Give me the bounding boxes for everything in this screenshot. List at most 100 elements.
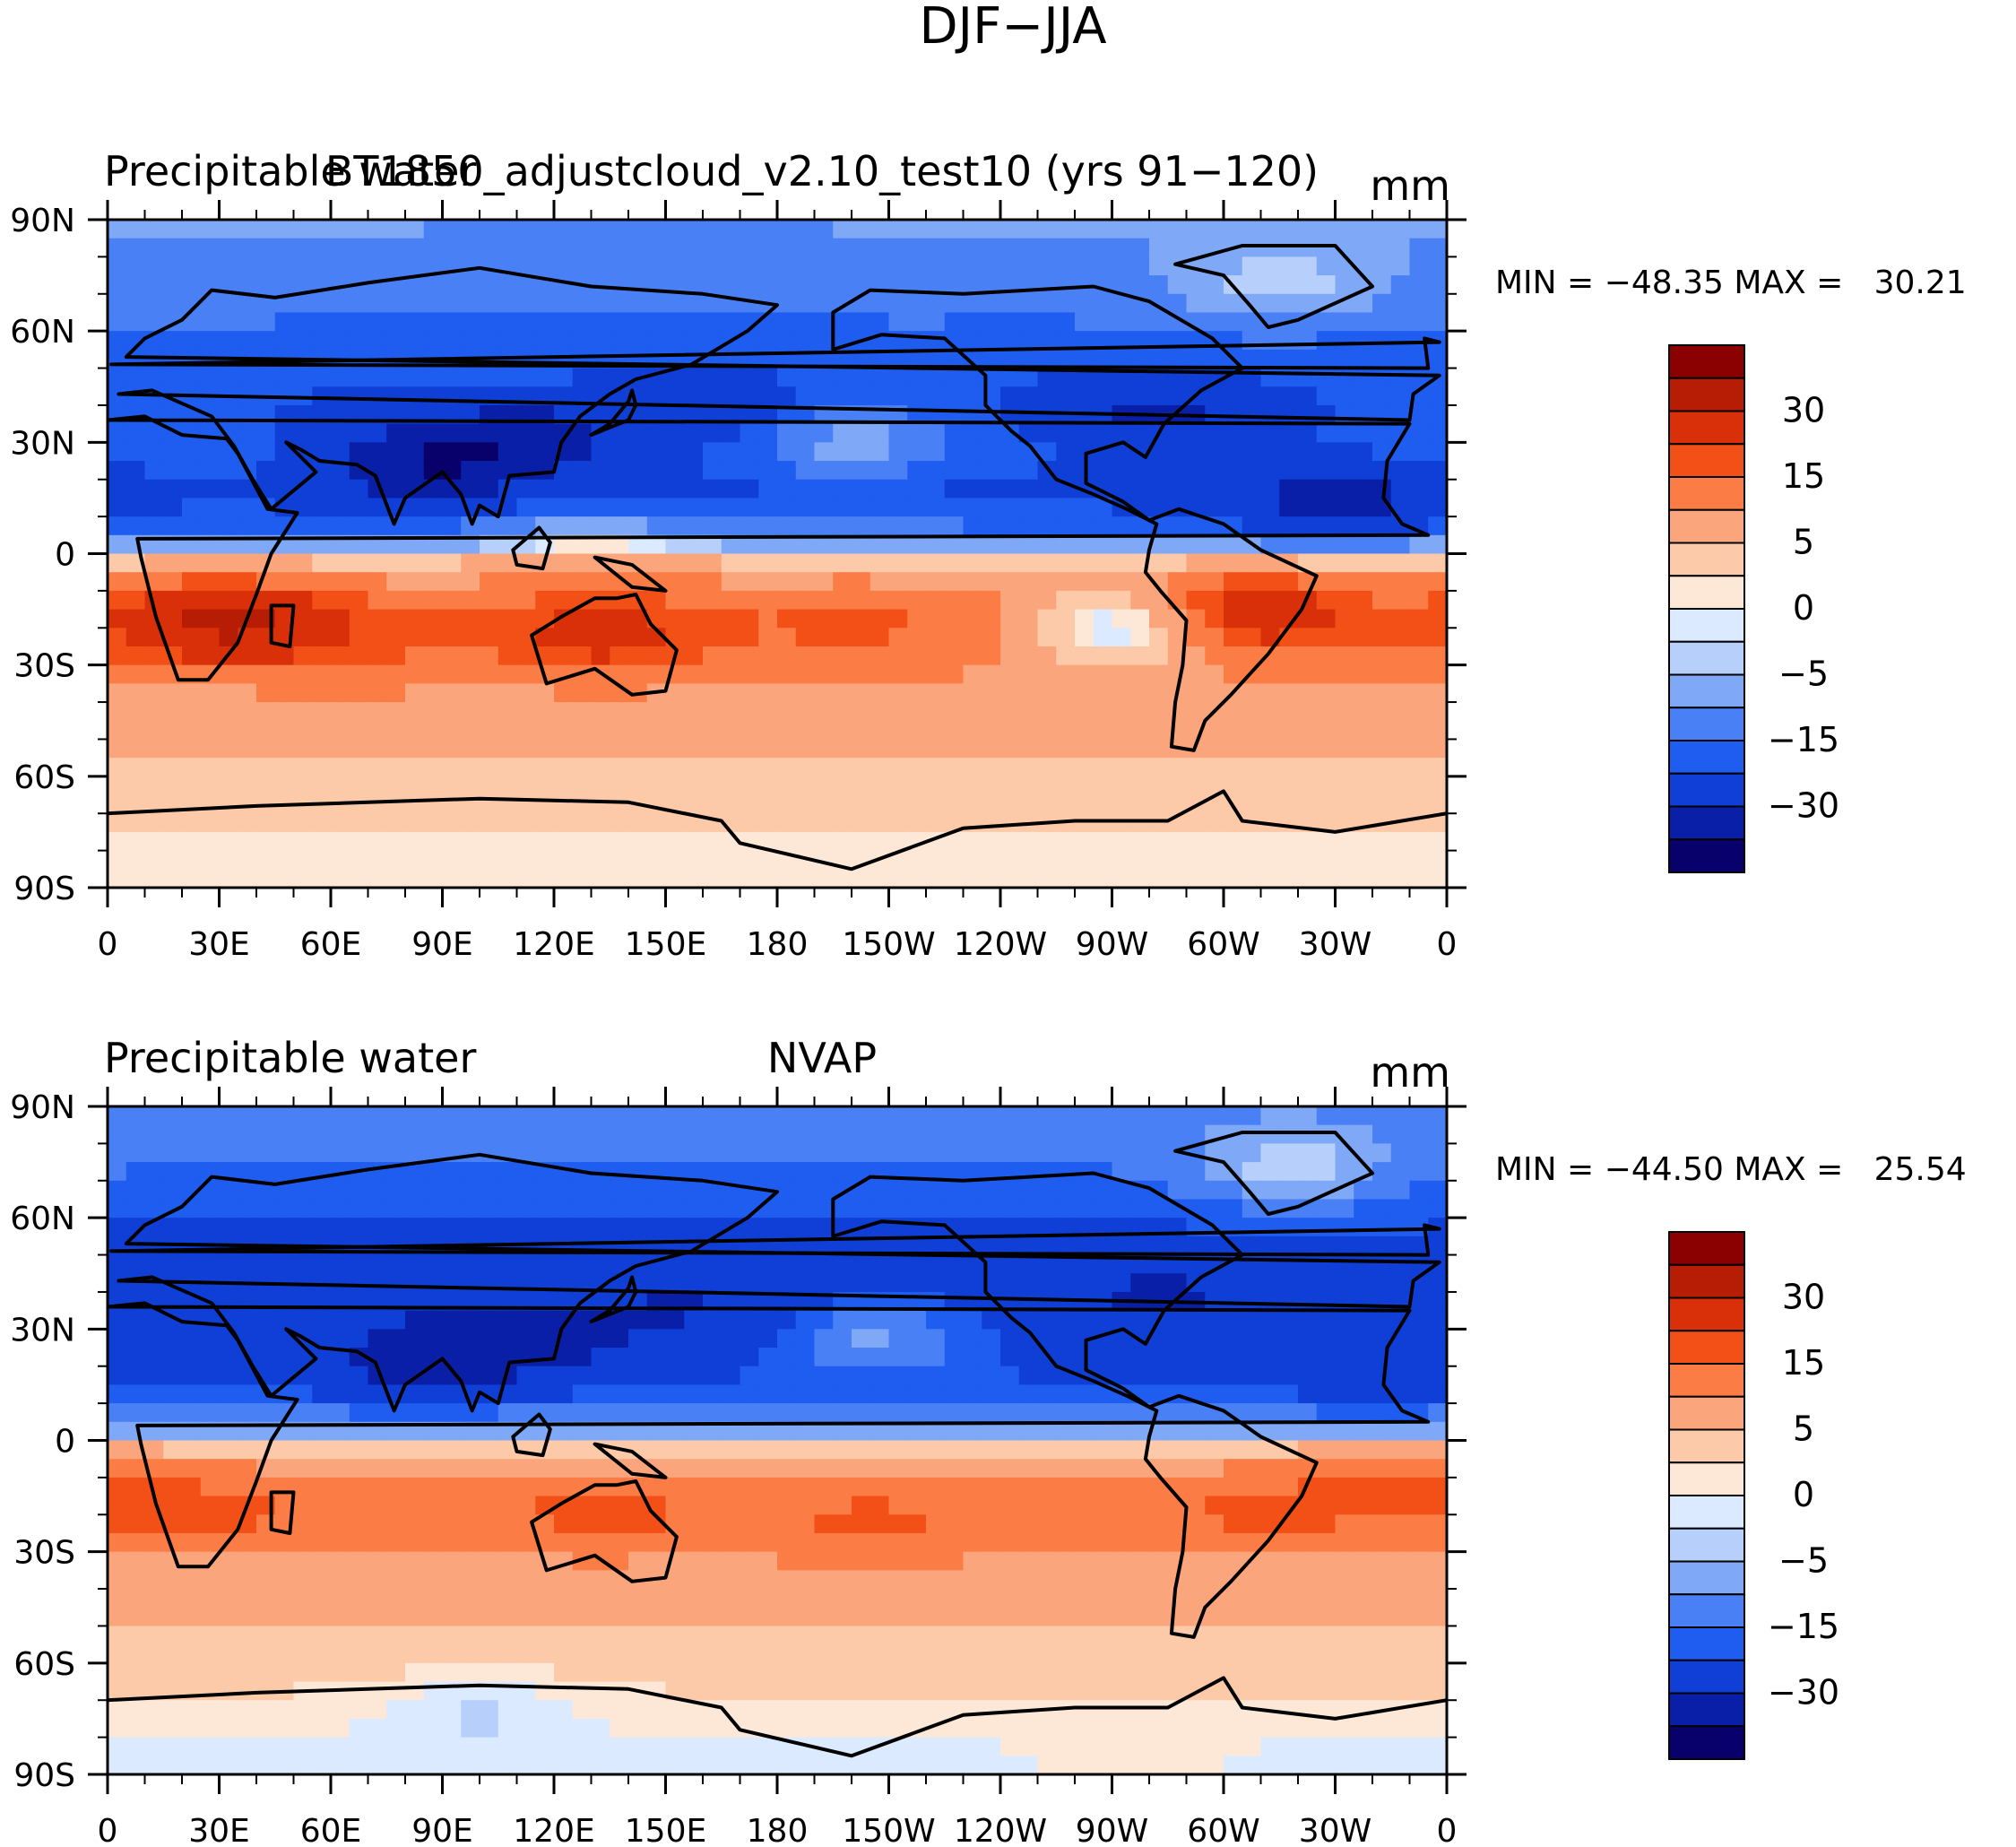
field-grid — [108, 1106, 1447, 1774]
y-tick-label: 60S — [13, 759, 75, 796]
x-tick-label: 90E — [411, 1813, 473, 1847]
y-tick-label: 0 — [55, 1424, 75, 1461]
panel-units: mm — [1370, 1048, 1450, 1097]
x-tick-label: 0 — [98, 926, 118, 963]
x-tick-label: 60E — [300, 926, 362, 963]
field-grid — [108, 220, 1447, 888]
colorbar-swatch — [1668, 1560, 1745, 1596]
min-max-text: MIN = −44.50 MAX = 25.54 — [1495, 1151, 1967, 1188]
x-tick-label: 60W — [1187, 926, 1259, 963]
colorbar-label: −15 — [1768, 720, 1839, 759]
colorbar-swatch — [1668, 640, 1745, 676]
colorbar-label: 0 — [1793, 588, 1814, 628]
colorbar-swatch — [1668, 673, 1745, 709]
x-tick-label: 180 — [747, 1813, 809, 1847]
colorbar-label: −5 — [1778, 655, 1829, 694]
y-tick-label: 30N — [10, 425, 75, 462]
y-tick-label: 60N — [10, 314, 75, 351]
colorbar-swatch — [1668, 1725, 1745, 1760]
x-tick-label: 150W — [842, 1813, 935, 1847]
y-tick-label: 30S — [13, 648, 75, 685]
x-tick-label: 180 — [747, 926, 809, 963]
colorbar-swatch — [1668, 575, 1745, 610]
x-tick-label: 120E — [513, 926, 594, 963]
colorbar-swatch — [1668, 1692, 1745, 1728]
x-tick-label: 0 — [98, 1813, 118, 1847]
colorbar-label: 30 — [1782, 1278, 1825, 1317]
y-tick-label: 0 — [55, 537, 75, 574]
y-tick-label: 60S — [13, 1646, 75, 1683]
colorbar-label: 5 — [1793, 523, 1814, 562]
colorbar-swatch — [1668, 1659, 1745, 1695]
y-tick-label: 30N — [10, 1312, 75, 1348]
x-tick-label: 120E — [513, 1813, 594, 1847]
colorbar-swatch — [1668, 1330, 1745, 1365]
colorbar-label: 5 — [1793, 1409, 1814, 1449]
colorbar-label: −15 — [1768, 1607, 1839, 1646]
north-america-coast — [831, 284, 1244, 523]
colorbar-swatch — [1668, 1495, 1745, 1530]
panel-1: Precipitable waterBT1850_adjustcloud_v2.… — [10, 147, 1966, 963]
colorbar-swatch — [1668, 838, 1745, 873]
y-tick-label: 90N — [10, 1089, 75, 1126]
colorbar-label: −30 — [1768, 786, 1839, 826]
colorbar-swatch — [1668, 1593, 1745, 1628]
y-tick-label: 90S — [13, 1757, 75, 1794]
colorbar-label: 0 — [1793, 1475, 1814, 1514]
uk-coast — [109, 336, 1441, 370]
colorbar-label: 15 — [1782, 456, 1825, 496]
colorbar-label: 15 — [1782, 1343, 1825, 1383]
borneo-coast — [511, 1412, 552, 1458]
colorbar-swatch — [1668, 377, 1745, 412]
greenland-coast — [1173, 1131, 1374, 1216]
y-tick-label: 90N — [10, 203, 75, 239]
colorbar-swatch — [1668, 508, 1745, 544]
min-max-text: MIN = −48.35 MAX = 30.21 — [1495, 264, 1967, 301]
eurasia-coast — [117, 1152, 1441, 1413]
colorbar-swatch — [1668, 1296, 1745, 1332]
x-tick-label: 30E — [188, 926, 250, 963]
colorbar-swatch — [1668, 1626, 1745, 1661]
coastlines — [108, 1131, 1447, 1758]
colorbar-swatch — [1668, 772, 1745, 808]
colorbar-swatch — [1668, 740, 1745, 775]
x-tick-label: 60E — [300, 1813, 362, 1847]
colorbar-label: −5 — [1778, 1541, 1829, 1581]
y-tick-label: 60N — [10, 1201, 75, 1237]
newguinea-coast — [593, 555, 668, 593]
x-tick-label: 0 — [1437, 926, 1458, 963]
panel-title-left: Precipitable water — [104, 1034, 476, 1082]
colorbar-swatch — [1668, 805, 1745, 841]
colorbar-swatch — [1668, 1395, 1745, 1431]
panels: Precipitable water BT1850_adjustcloud_v2.… — [10, 147, 1966, 1847]
colorbar-label: −30 — [1768, 1673, 1839, 1713]
y-tick-label: 90S — [13, 871, 75, 907]
x-tick-label: 90E — [411, 926, 473, 963]
africa-coast — [108, 414, 1431, 682]
colorbar-swatch — [1668, 1263, 1745, 1299]
colorbar-swatch — [1668, 1527, 1745, 1563]
north-america-coast — [831, 1171, 1244, 1409]
colorbar-swatch — [1668, 476, 1745, 511]
greenland-coast — [1173, 244, 1374, 329]
colorbar-swatch — [1668, 608, 1745, 643]
x-tick-label: 0 — [1437, 1813, 1458, 1847]
australia-coast — [530, 1479, 679, 1583]
x-tick-label: 30E — [188, 1813, 250, 1847]
colorbar-swatch — [1668, 344, 1745, 379]
panel-title-center: BT1850_adjustcloud_v2.10_test10 (yrs 91−… — [325, 147, 1319, 195]
antarctica-coast — [108, 1676, 1447, 1758]
colorbar-swatch — [1668, 542, 1745, 577]
panel-title-center: NVAP — [767, 1034, 877, 1082]
x-tick-label: 150W — [842, 926, 935, 963]
colorbar-swatch — [1668, 410, 1745, 446]
x-tick-label: 90W — [1076, 1813, 1148, 1847]
x-tick-label: 30W — [1299, 926, 1371, 963]
x-tick-label: 150E — [625, 926, 706, 963]
eurasia-coast — [117, 265, 1441, 526]
panel-units: mm — [1370, 161, 1450, 210]
south-america-coast — [1143, 507, 1319, 752]
uk-coast — [109, 1223, 1441, 1257]
panel-2: Precipitable water NVAP mm 0 30E 60E 90E 120E 15… — [10, 1034, 1966, 1847]
